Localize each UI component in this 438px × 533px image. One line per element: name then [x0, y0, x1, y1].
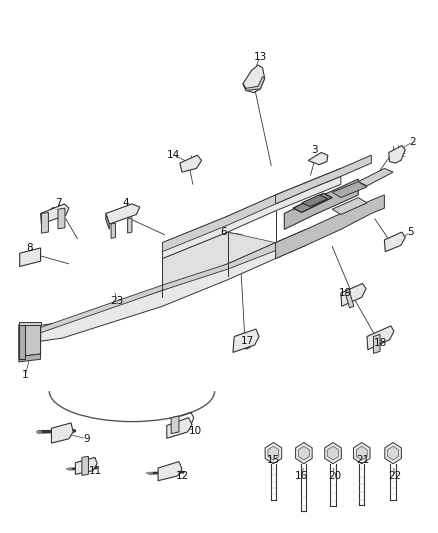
Text: 23: 23	[110, 296, 124, 306]
Text: 19: 19	[339, 288, 352, 298]
Polygon shape	[106, 204, 140, 224]
Text: 14: 14	[167, 150, 180, 160]
Text: 12: 12	[175, 471, 189, 481]
Text: 16: 16	[295, 471, 308, 481]
Text: 11: 11	[88, 466, 102, 475]
Text: 6: 6	[220, 227, 226, 237]
Text: 4: 4	[122, 198, 129, 208]
Polygon shape	[293, 193, 332, 213]
Text: 5: 5	[407, 227, 414, 237]
Polygon shape	[51, 423, 73, 443]
Polygon shape	[325, 442, 341, 464]
Polygon shape	[328, 446, 339, 460]
Polygon shape	[19, 325, 41, 357]
Polygon shape	[233, 329, 259, 352]
Polygon shape	[162, 168, 341, 259]
Polygon shape	[302, 195, 328, 207]
Polygon shape	[167, 418, 192, 438]
Polygon shape	[111, 223, 116, 238]
Polygon shape	[332, 198, 367, 215]
Polygon shape	[106, 214, 110, 229]
Text: 17: 17	[240, 336, 254, 346]
Polygon shape	[75, 457, 97, 474]
Polygon shape	[162, 168, 341, 252]
Text: 18: 18	[374, 338, 387, 349]
Text: 13: 13	[254, 52, 267, 62]
Text: 7: 7	[55, 198, 61, 208]
Text: 21: 21	[356, 455, 369, 465]
Polygon shape	[385, 442, 401, 464]
Polygon shape	[127, 217, 132, 233]
Polygon shape	[243, 65, 265, 93]
Polygon shape	[298, 446, 309, 460]
Polygon shape	[41, 229, 306, 333]
Polygon shape	[276, 155, 371, 204]
Polygon shape	[82, 456, 88, 475]
Polygon shape	[58, 208, 65, 229]
Polygon shape	[385, 232, 405, 252]
Polygon shape	[19, 354, 41, 362]
Polygon shape	[25, 229, 306, 343]
Polygon shape	[374, 334, 380, 353]
Polygon shape	[41, 237, 306, 341]
Polygon shape	[276, 195, 385, 259]
Polygon shape	[19, 325, 25, 359]
Polygon shape	[25, 327, 41, 343]
Text: 9: 9	[83, 434, 89, 444]
Text: 8: 8	[26, 243, 33, 253]
Polygon shape	[41, 204, 69, 224]
Polygon shape	[353, 442, 370, 464]
Polygon shape	[162, 232, 276, 290]
Polygon shape	[180, 155, 201, 172]
Text: 2: 2	[410, 137, 416, 147]
Polygon shape	[296, 442, 312, 464]
Text: 3: 3	[311, 145, 318, 155]
Polygon shape	[357, 446, 367, 460]
Polygon shape	[42, 213, 48, 233]
Polygon shape	[332, 182, 367, 198]
Text: 22: 22	[389, 471, 402, 481]
Polygon shape	[367, 326, 394, 350]
Text: 1: 1	[22, 370, 28, 380]
Polygon shape	[389, 146, 405, 163]
Polygon shape	[358, 168, 393, 186]
Polygon shape	[19, 322, 41, 325]
Polygon shape	[265, 442, 282, 464]
Polygon shape	[388, 446, 399, 460]
Polygon shape	[341, 284, 366, 306]
Polygon shape	[171, 416, 179, 433]
Polygon shape	[284, 179, 358, 229]
Text: 10: 10	[188, 426, 201, 436]
Polygon shape	[308, 152, 328, 165]
Text: 20: 20	[328, 471, 341, 481]
Polygon shape	[243, 77, 265, 91]
Text: 15: 15	[267, 455, 280, 465]
Polygon shape	[20, 248, 41, 266]
Polygon shape	[158, 462, 182, 481]
Polygon shape	[345, 292, 354, 308]
Polygon shape	[268, 446, 279, 460]
